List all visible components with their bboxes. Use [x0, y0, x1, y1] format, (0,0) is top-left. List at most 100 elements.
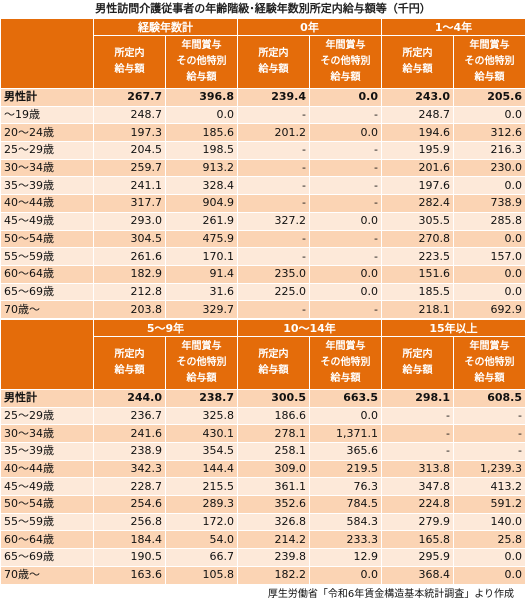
value-cell: 248.7 — [381, 105, 454, 125]
table-row: 30～34歳 259.7 913.2- -201.6 230.0 — [0, 158, 526, 178]
row-label: 65～69歳 — [0, 282, 94, 302]
data-table: 経験年数計 0年 1～4年 所定内 給与額 年間賞与 その他特別 給与額 所定内 給与額年… — [0, 18, 526, 319]
value-cell: 313.8 — [381, 459, 454, 479]
value-cell: 198.5 — [165, 141, 238, 160]
value-cell: 236.7 — [93, 406, 166, 426]
value-cell: 365.6 — [309, 442, 382, 461]
value-cell: 913.2 — [165, 158, 238, 178]
value-cell: 195.9 — [381, 141, 454, 160]
value-cell: 244.0 — [93, 388, 166, 408]
row-label: 60～64歳 — [0, 530, 94, 550]
value-cell: 76.3 — [309, 477, 382, 497]
value-cell: - — [453, 406, 526, 426]
value-cell: - — [237, 105, 310, 125]
value-cell: 185.6 — [165, 123, 238, 143]
value-cell: 182.9 — [93, 264, 166, 284]
value-cell: 663.5 — [309, 388, 382, 408]
value-cell: 259.7 — [93, 158, 166, 178]
value-cell: - — [309, 105, 382, 125]
table-row: 25～29歳 204.5 198.5- -195.9 216.3 — [0, 141, 526, 160]
value-cell: - — [309, 229, 382, 249]
row-label: 25～29歳 — [0, 406, 94, 426]
value-cell: 216.3 — [453, 141, 526, 160]
value-cell: 317.7 — [93, 194, 166, 213]
value-cell: - — [237, 141, 310, 160]
group-header: 5～9年 — [93, 318, 238, 337]
value-cell: 203.8 — [93, 300, 166, 319]
value-cell: 279.9 — [381, 512, 454, 532]
value-cell: 0.0 — [453, 229, 526, 249]
value-cell: 197.3 — [93, 123, 166, 143]
table-row: 55～59歳 256.8 172.0 326.8 584.3 279.9 140.0 — [0, 512, 526, 532]
value-cell: 293.0 — [93, 211, 166, 231]
group-header: 0年 — [237, 18, 382, 36]
value-cell: 182.2 — [237, 565, 310, 585]
value-cell: 0.0 — [309, 565, 382, 585]
value-cell: - — [237, 229, 310, 249]
value-cell: 218.1 — [381, 300, 454, 319]
row-label: 20～24歳 — [0, 123, 94, 143]
value-cell: 54.0 — [165, 530, 238, 550]
value-cell: 0.0 — [309, 123, 382, 143]
value-cell: - — [381, 442, 454, 461]
table-row: 45～49歳 228.7 215.5 361.1 76.3 347.8 413.2 — [0, 477, 526, 497]
value-cell: - — [453, 424, 526, 443]
value-cell: 105.8 — [165, 565, 238, 585]
value-cell: 267.7 — [93, 88, 166, 107]
table-row: 65～69歳 190.5 66.7 239.8 12.9 295.9 0.0 — [0, 548, 526, 567]
row-label: 50～54歳 — [0, 495, 94, 514]
value-cell: 309.0 — [237, 459, 310, 479]
row-label: 70歳～ — [0, 300, 94, 319]
row-label: 55～59歳 — [0, 247, 94, 266]
value-cell: 254.6 — [93, 495, 166, 514]
table-row: 45～49歳 293.0 261.9 327.2 0.0 305.5 285.8 — [0, 211, 526, 231]
value-cell: 1,239.3 — [453, 459, 526, 479]
value-cell: 223.5 — [381, 247, 454, 266]
value-cell: 228.7 — [93, 477, 166, 497]
value-cell: 328.4 — [165, 176, 238, 196]
value-cell: 241.1 — [93, 176, 166, 196]
value-cell: 248.7 — [93, 105, 166, 125]
value-cell: 225.0 — [237, 282, 310, 302]
table-row: 男性計 267.7 396.8 239.4 0.0 243.0 205.6 — [0, 88, 526, 107]
value-cell: 784.5 — [309, 495, 382, 514]
value-cell: 285.8 — [453, 211, 526, 231]
value-cell: 163.6 — [93, 565, 166, 585]
value-cell: 212.8 — [93, 282, 166, 302]
value-cell: - — [237, 300, 310, 319]
group-header: 経験年数計 — [93, 18, 238, 36]
value-cell: 0.0 — [453, 105, 526, 125]
value-cell: 295.9 — [381, 548, 454, 567]
value-cell: 312.6 — [453, 123, 526, 143]
value-cell: 289.3 — [165, 495, 238, 514]
value-cell: 170.1 — [165, 247, 238, 266]
row-label: 70歳～ — [0, 565, 94, 585]
table-row: 50～54歳 304.5 475.9- -270.8 0.0 — [0, 229, 526, 249]
table-row: 20～24歳 197.3 185.6 201.2 0.0 194.6 312.6 — [0, 123, 526, 143]
value-cell: - — [309, 158, 382, 178]
table-row: 男性計 244.0 238.7 300.5 663.5 298.1 608.5 — [0, 388, 526, 408]
value-cell: 205.6 — [453, 88, 526, 107]
value-cell: 327.2 — [237, 211, 310, 231]
column-header: 所定内 給与額 — [93, 335, 166, 390]
value-cell: 325.8 — [165, 406, 238, 426]
value-cell: 184.4 — [93, 530, 166, 550]
table-row: 60～64歳 182.9 91.4 235.0 0.0 151.6 0.0 — [0, 264, 526, 284]
value-cell: 238.9 — [93, 442, 166, 461]
value-cell: 140.0 — [453, 512, 526, 532]
table-row: 25～29歳 236.7 325.8 186.6 0.0- - — [0, 406, 526, 426]
value-cell: - — [237, 176, 310, 196]
value-cell: 261.6 — [93, 247, 166, 266]
value-cell: 904.9 — [165, 194, 238, 213]
value-cell: 282.4 — [381, 194, 454, 213]
row-label: 25～29歳 — [0, 141, 94, 160]
value-cell: 261.9 — [165, 211, 238, 231]
value-cell: 0.0 — [453, 548, 526, 567]
row-label: 30～34歳 — [0, 158, 94, 178]
table-row: 40～44歳 317.7 904.9- -282.4 738.9 — [0, 194, 526, 213]
table-row: 65～69歳 212.8 31.6 225.0 0.0 185.5 0.0 — [0, 282, 526, 302]
row-label: 40～44歳 — [0, 194, 94, 213]
row-label: 35～39歳 — [0, 176, 94, 196]
value-cell: 692.9 — [453, 300, 526, 319]
corner-cell — [0, 318, 94, 390]
